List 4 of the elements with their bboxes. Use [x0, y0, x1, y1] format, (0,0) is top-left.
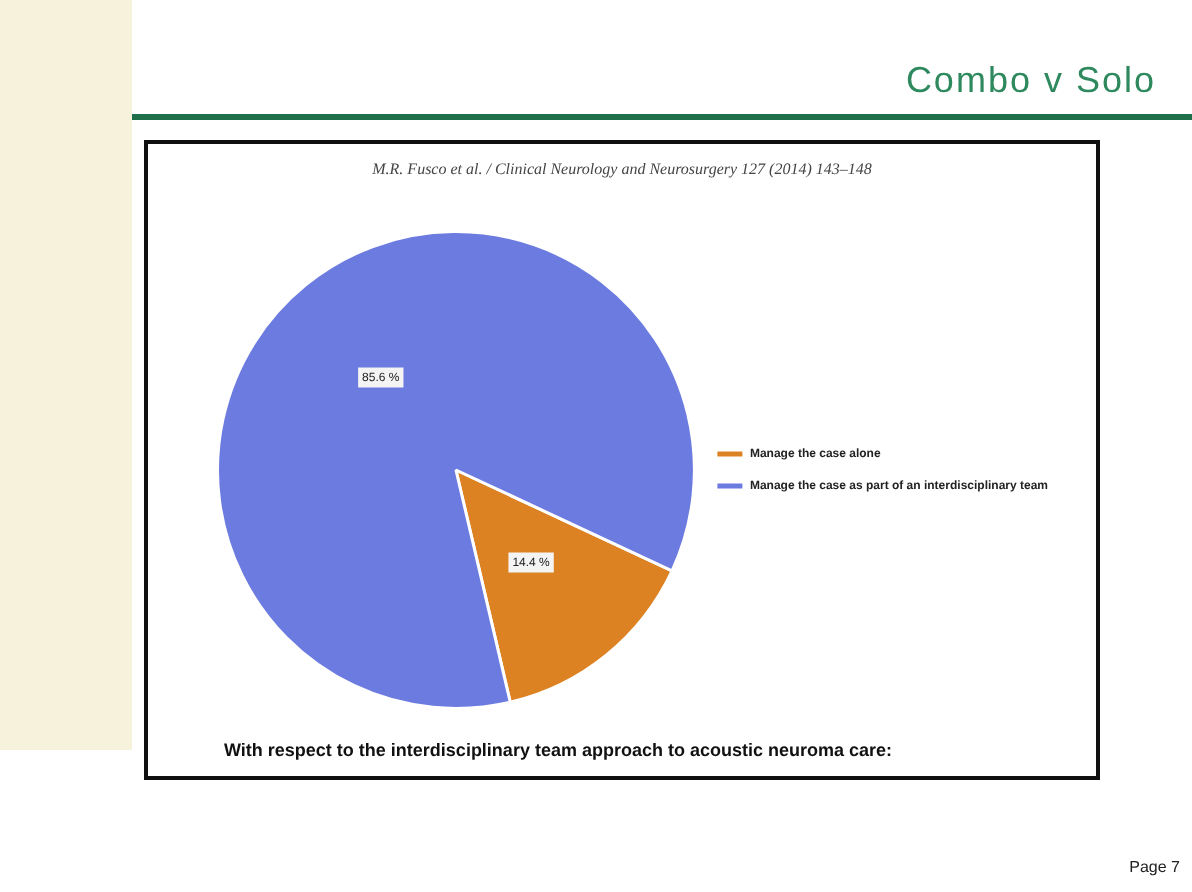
text: With respect to the interdisciplinary team approach to acoustic neuroma care:	[224, 740, 893, 760]
chart-title: Combo v Solo	[905, 60, 1156, 102]
text: Page 7	[1129, 858, 1180, 876]
text: M.R. Fusco et al. / Clinical Neurology and Neurosurgery 127 (2014) 143–148	[370, 160, 874, 178]
